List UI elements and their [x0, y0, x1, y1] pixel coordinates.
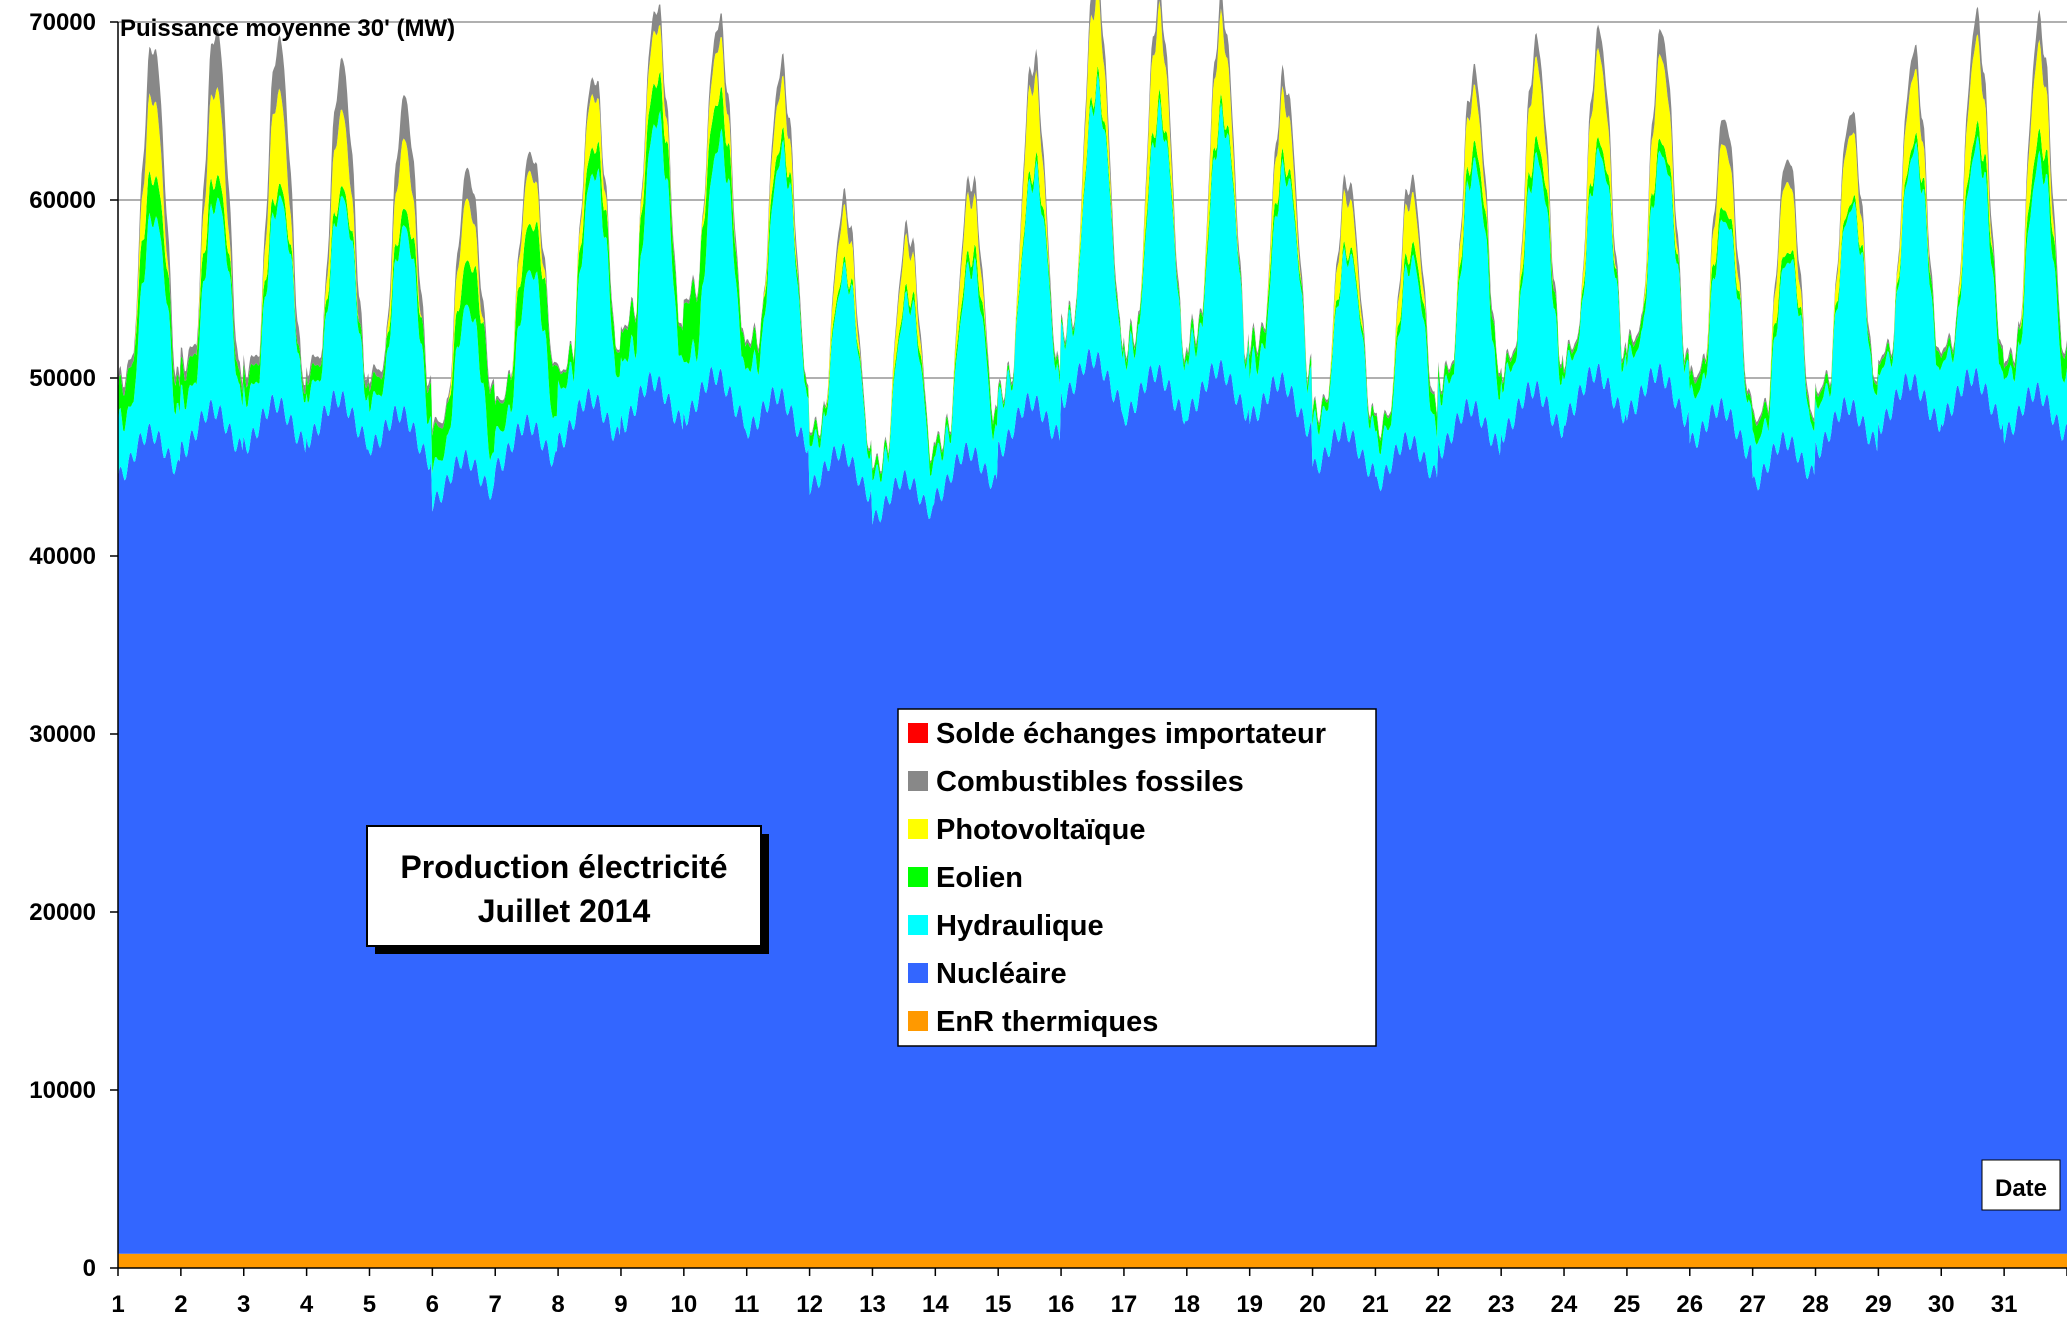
y-tick-label: 10000 — [29, 1077, 96, 1104]
x-tick-label: 10 — [670, 1291, 697, 1318]
x-tick-label: 19 — [1236, 1291, 1263, 1318]
legend: Solde échanges importateur Combustibles f… — [897, 708, 1377, 1047]
x-tick-label: 16 — [1048, 1291, 1075, 1318]
x-tick-label: 4 — [300, 1291, 314, 1318]
legend-entry: Hydraulique — [936, 910, 1104, 942]
x-tick-label: 20 — [1299, 1291, 1326, 1318]
legend-entry: Solde échanges importateur — [936, 718, 1326, 750]
x-tick-label: 5 — [363, 1291, 376, 1318]
x-tick-label: 29 — [1865, 1291, 1892, 1318]
y-tick-label: 30000 — [29, 721, 96, 748]
x-tick-label: 30 — [1928, 1291, 1955, 1318]
legend-swatch — [908, 771, 928, 791]
x-tick-label: 11 — [734, 1291, 759, 1318]
legend-swatch — [908, 963, 928, 983]
x-tick-label: 31 — [1991, 1291, 2018, 1318]
legend-entry: Combustibles fossiles — [936, 766, 1244, 798]
legend-entry: Nucléaire — [936, 958, 1067, 990]
date-label-box: Date — [1981, 1159, 2061, 1211]
y-tick-label: 0 — [83, 1255, 96, 1282]
x-tick-label: 8 — [551, 1291, 564, 1318]
area-series-hydraulique — [118, 73, 2067, 525]
y-tick-label: 40000 — [29, 543, 96, 570]
chart-title: Production électricité — [400, 849, 727, 885]
x-tick-label: 25 — [1614, 1291, 1641, 1318]
x-tick-label: 21 — [1362, 1291, 1389, 1318]
x-tick-label: 23 — [1488, 1291, 1515, 1318]
area-series-enr-thermiques — [118, 1253, 2067, 1268]
x-tick-label: 12 — [796, 1291, 823, 1318]
x-tick-label: 27 — [1739, 1291, 1766, 1318]
x-tick-label: 22 — [1425, 1291, 1452, 1318]
legend-box — [897, 708, 1377, 1047]
legend-entry: Photovoltaïque — [936, 814, 1145, 846]
legend-swatch — [908, 723, 928, 743]
y-tick-labels: 0 10000 20000 30000 40000 50000 60000 70000 — [29, 9, 96, 1282]
y-axis-title: Puissance moyenne 30' (MW) — [120, 15, 455, 42]
x-tick-label: 15 — [985, 1291, 1012, 1318]
y-tick-label: 50000 — [29, 365, 96, 392]
area-series-combustibles-fossiles — [118, 0, 2067, 474]
legend-swatch — [908, 915, 928, 935]
x-tick-label: 18 — [1173, 1291, 1200, 1318]
legend-swatch — [908, 1011, 928, 1031]
y-tick-label: 70000 — [29, 9, 96, 36]
legend-entry: Eolien — [936, 862, 1023, 894]
x-axis-title: Date — [1995, 1175, 2047, 1202]
legend-swatch — [908, 867, 928, 887]
x-tick-label: 14 — [922, 1291, 949, 1318]
x-tick-label: 3 — [237, 1291, 250, 1318]
x-tick-label: 7 — [489, 1291, 502, 1318]
x-tick-labels: 1 2 3 4 5 6 7 8 9 10 11 12 13 14 15 16 17 18 19 20 21 22 23 24 2… — [111, 1291, 2017, 1318]
x-tick-label: 28 — [1802, 1291, 1829, 1318]
x-tick-label: 9 — [614, 1291, 627, 1318]
x-tick-label: 17 — [1111, 1291, 1138, 1318]
x-tick-label: 2 — [174, 1291, 187, 1318]
chart-subtitle: Juillet 2014 — [478, 893, 651, 929]
x-tick-label: 6 — [426, 1291, 439, 1318]
x-tick-label: 26 — [1676, 1291, 1703, 1318]
chart-title-box: Production électricité Juillet 2014 — [366, 825, 769, 954]
y-tick-label: 60000 — [29, 187, 96, 214]
x-tick-label: 13 — [859, 1291, 886, 1318]
x-tick-label: 24 — [1551, 1291, 1578, 1318]
x-tick-label: 1 — [111, 1291, 124, 1318]
area-series-photovoltaique — [118, 0, 2067, 474]
y-tick-label: 20000 — [29, 899, 96, 926]
legend-swatch — [908, 819, 928, 839]
legend-entry: EnR thermiques — [936, 1006, 1158, 1038]
axes — [110, 21, 2067, 1276]
